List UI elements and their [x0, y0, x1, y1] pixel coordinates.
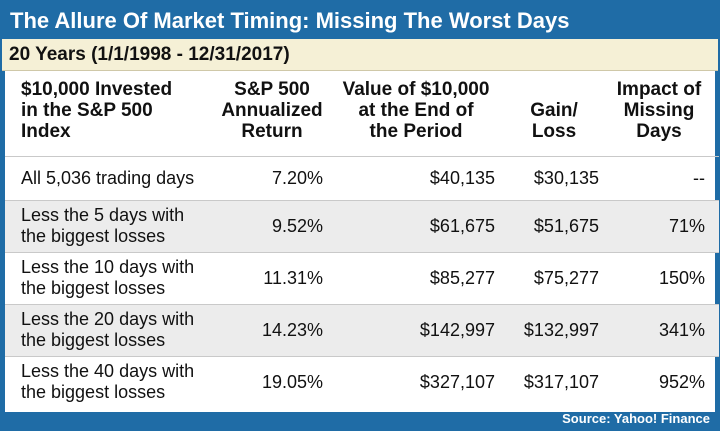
table-row: Less the 40 days with the biggest losses…	[5, 355, 719, 408]
cell-impact: --	[613, 155, 719, 200]
row-label: All 5,036 trading days	[5, 155, 221, 200]
table-container: $10,000 Invested in the S&P 500 Index S&…	[5, 71, 719, 408]
row-label-line: Less the 40 days with	[21, 361, 195, 382]
cell-gain: $51,675	[509, 199, 613, 252]
table-row: Less the 20 days with the biggest losses…	[5, 303, 719, 356]
cell-gain: $30,135	[509, 155, 613, 200]
header-line: in the S&P 500 Index	[21, 99, 153, 142]
header-line: the Period	[369, 120, 463, 142]
source-note: Source: Yahoo! Finance	[562, 411, 710, 426]
column-header-value: Value of $10,000 at the End of the Perio…	[337, 71, 509, 156]
cell-gain: $75,277	[509, 251, 613, 304]
cell-return: 14.23%	[221, 303, 337, 356]
header-line: Return	[241, 120, 303, 142]
row-label-line: the biggest losses	[21, 382, 166, 403]
cell-value: $61,675	[337, 199, 509, 252]
header-row: $10,000 Invested in the S&P 500 Index S&…	[5, 71, 719, 156]
row-label-line: the biggest losses	[21, 330, 166, 350]
header-line: at the End of	[358, 99, 474, 121]
header-line: Missing	[623, 99, 695, 121]
row-label: Less the 5 days with the biggest losses	[5, 199, 221, 252]
header-line: Impact of	[616, 78, 702, 100]
cell-return: 7.20%	[221, 155, 337, 200]
header-line: Value of $10,000	[342, 78, 490, 100]
cell-impact: 341%	[613, 303, 719, 356]
cell-gain: $317,107	[509, 355, 613, 408]
row-label: Less the 40 days with the biggest losses	[5, 355, 221, 408]
row-label-line: Less the 5 days with	[21, 205, 185, 225]
cell-impact: 150%	[613, 251, 719, 304]
data-table: $10,000 Invested in the S&P 500 Index S&…	[5, 71, 719, 408]
chart-title: The Allure Of Market Timing: Missing The…	[10, 8, 570, 33]
cell-value: $85,277	[337, 251, 509, 304]
column-header-impact: Impact of Missing Days	[613, 71, 719, 156]
column-header-gain-loss: Gain/ Loss	[509, 71, 613, 156]
table-row: Less the 10 days with the biggest losses…	[5, 251, 719, 304]
cell-value: $40,135	[337, 155, 509, 200]
table-row: All 5,036 trading days 7.20% $40,135 $30…	[5, 155, 719, 200]
column-header-invested: $10,000 Invested in the S&P 500 Index	[5, 71, 221, 156]
cell-return: 9.52%	[221, 199, 337, 252]
header-line: Loss	[531, 120, 577, 142]
row-label-line: All 5,036 trading days	[21, 167, 195, 188]
row-label-line: the biggest losses	[21, 278, 166, 298]
header-line: Gain/	[530, 99, 578, 121]
row-label-line: the biggest losses	[21, 226, 166, 246]
row-label-line: Less the 20 days with	[21, 309, 195, 329]
row-label: Less the 20 days with the biggest losses	[5, 303, 221, 356]
cell-impact: 71%	[613, 199, 719, 252]
header-line: Days	[636, 120, 682, 142]
cell-value: $142,997	[337, 303, 509, 356]
header-line: $10,000 Invested	[21, 78, 173, 100]
row-label: Less the 10 days with the biggest losses	[5, 251, 221, 304]
cell-gain: $132,997	[509, 303, 613, 356]
row-label-line: Less the 10 days with	[21, 257, 195, 277]
header-line: Annualized	[221, 99, 323, 121]
table-row: Less the 5 days with the biggest losses …	[5, 199, 719, 252]
cell-value: $327,107	[337, 355, 509, 408]
column-header-return: S&P 500 Annualized Return	[221, 71, 337, 156]
cell-impact: 952%	[613, 355, 719, 408]
table-bottom-edge	[5, 408, 715, 412]
cell-return: 11.31%	[221, 251, 337, 304]
chart-subtitle: 20 Years (1/1/1998 - 12/31/2017)	[2, 39, 718, 71]
header-line: S&P 500	[234, 78, 310, 100]
cell-return: 19.05%	[221, 355, 337, 408]
